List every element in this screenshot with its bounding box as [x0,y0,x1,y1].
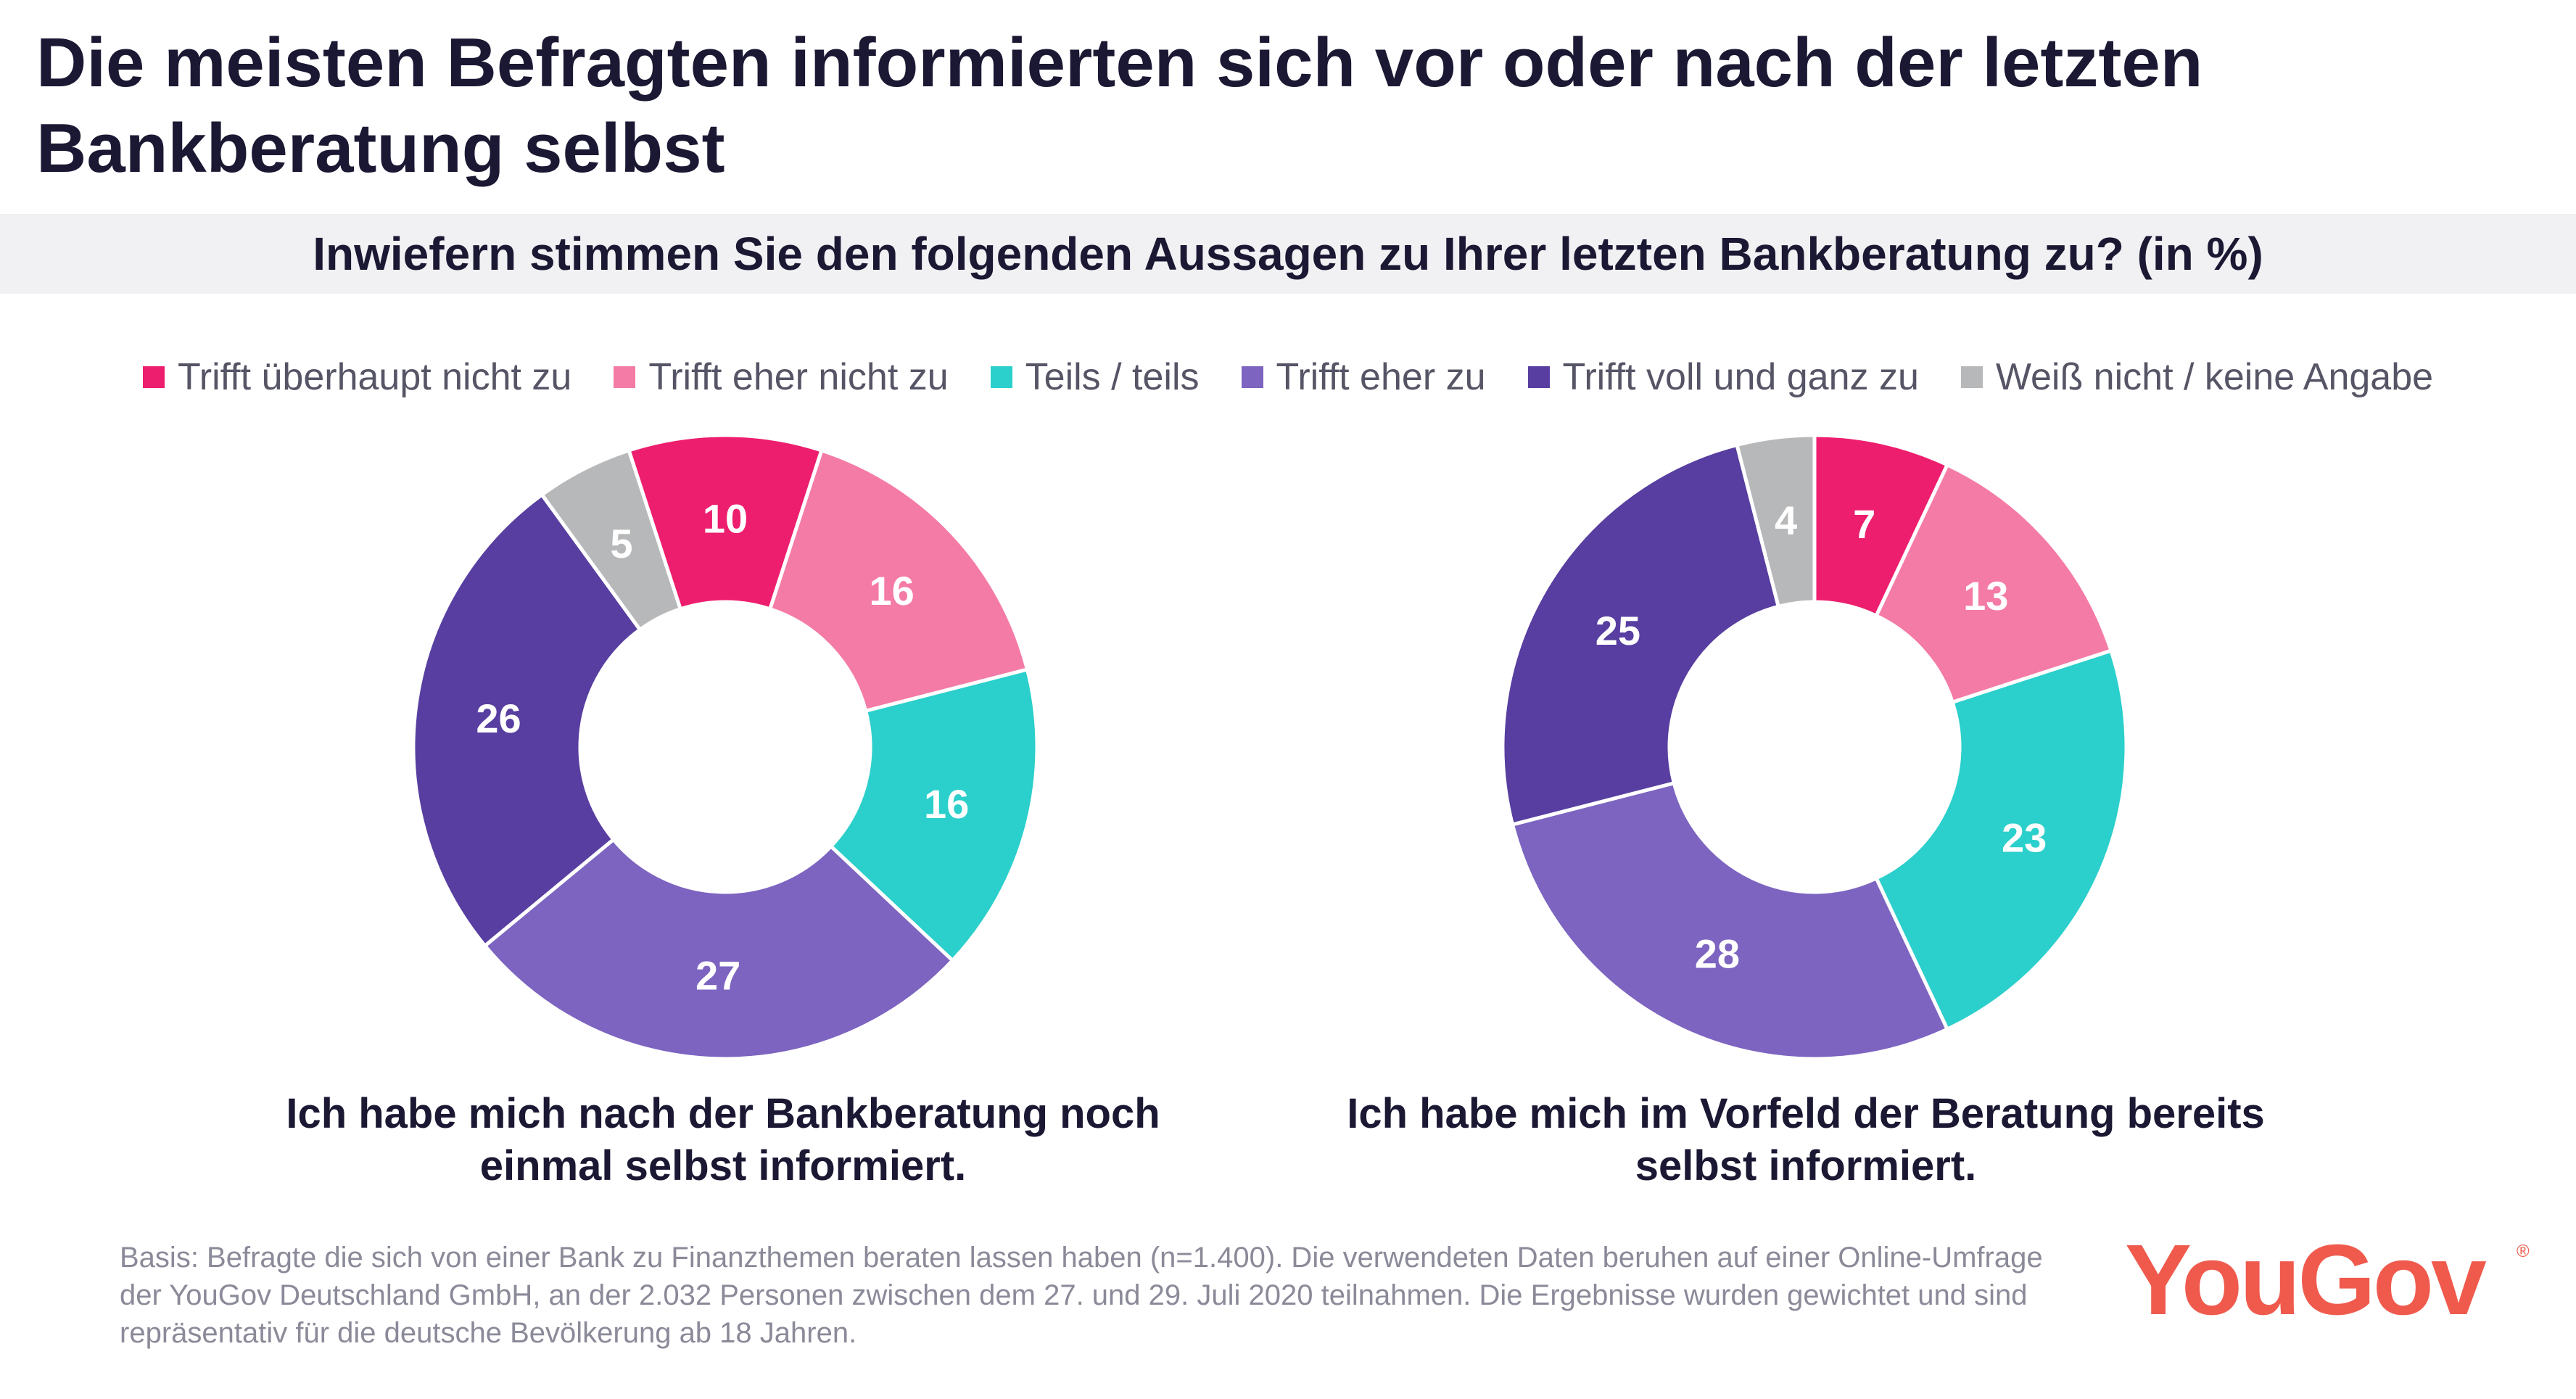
legend-label: Teils / teils [1025,356,1200,398]
legend-item-trifft-ueberhaupt-nicht-zu: Trifft überhaupt nicht zu [142,355,572,399]
donut-slice [1873,462,2114,705]
legend: Trifft überhaupt nicht zu Trifft eher ni… [0,352,2576,403]
donut-slice-label: 16 [869,568,914,614]
donut-slice [767,447,1030,714]
legend-item-teils-teils: Teils / teils [990,355,1200,399]
legend-item-trifft-eher-nicht-zu: Trifft eher nicht zu [614,355,949,399]
donut-slice-label: 7 [1853,501,1875,547]
donut-caption-right: Ich habe mich im Vorfeld der Beratung be… [1347,1090,2265,1189]
legend-swatch [142,366,165,388]
legend-swatch [1241,366,1263,388]
legend-label: Trifft voll und ganz zu [1562,356,1919,398]
donut-chart-left: 10 16 16 27 26 5 [411,433,1039,1061]
donut-slice-label: 13 [1963,573,2008,619]
donut-slice-label: 28 [1695,931,1740,977]
legend-item-weiss-nicht: Weiß nicht / keine Angabe [1960,355,2434,399]
donut-slice-label: 16 [924,781,969,827]
footnote: Basis: Befragte die sich von einer Bank … [120,1242,2043,1349]
legend-swatch [614,366,636,388]
question-text: Inwiefern stimmen Sie den folgenden Auss… [313,228,2263,280]
donut-chart-right: 7 13 23 28 25 4 [1500,433,2129,1061]
donut-slice [482,836,955,1061]
donut-slice-label: 5 [610,521,632,566]
question-band: Inwiefern stimmen Sie den folgenden Auss… [0,214,2576,294]
donut-slice [828,667,1039,963]
legend-item-trifft-eher-zu: Trifft eher zu [1241,355,1486,399]
legend-label: Trifft eher nicht zu [648,356,949,398]
legend-swatch [990,366,1012,388]
legend-swatch [1527,366,1550,388]
legend-label: Trifft eher zu [1276,356,1486,398]
donut-slice [1735,433,1817,609]
donut-slice-label: 27 [695,952,740,998]
donut-caption-left: Ich habe mich nach der Bankberatung noch… [286,1090,1160,1189]
legend-label: Trifft überhaupt nicht zu [177,356,572,398]
legend-item-trifft-voll-und-ganz-zu: Trifft voll und ganz zu [1527,355,1919,399]
donut-slice-label: 25 [1595,608,1640,653]
donut-slice-label: 26 [476,696,521,741]
legend-label: Weiß nicht / keine Angabe [1995,356,2434,398]
donut-slice [626,433,825,611]
legend-swatch [1960,366,1983,388]
donut-slice [1500,442,1781,827]
donut-slice [411,492,643,949]
yougov-logo: YouGov [2125,1224,2487,1336]
donut-slice [1510,780,1950,1061]
yougov-logo-registered-mark: ® [2517,1242,2530,1261]
donut-slice-label: 4 [1775,498,1797,543]
chart-title: Die meisten Befragten informierten sich … [36,24,2203,187]
donut-slice [539,447,683,632]
donut-slice [1873,648,2129,1032]
donut-slice-label: 23 [2002,815,2047,861]
donut-slice-label: 10 [703,496,748,542]
